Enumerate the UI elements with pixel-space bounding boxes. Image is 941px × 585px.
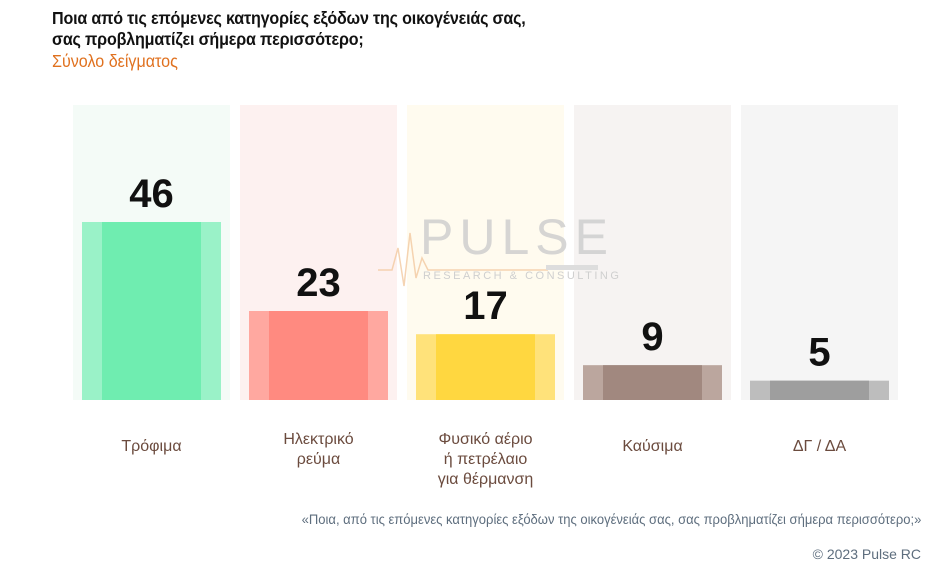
category-label-line: ρεύμα [296,451,341,468]
category-label-line: ή πετρέλαιο [443,451,528,468]
bar-core [436,334,535,400]
bar-core [269,311,368,400]
bar-core [603,365,702,400]
chart-subtitle: Σύνολο δείγματος [52,51,178,71]
data-label: 5 [808,331,830,375]
category-label-line: Ηλεκτρικό [283,431,354,448]
category-label-line: Φυσικό αέριο [438,431,533,448]
category-label: Καύσιμα [574,437,731,457]
bar-core [102,222,201,400]
data-label: 17 [463,284,508,328]
chart-title: Ποια από τις επόμενες κατηγορίες εξόδων … [52,8,526,50]
copyright: © 2023 Pulse RC [812,546,921,562]
data-label: 9 [641,315,663,359]
bar-core [770,380,869,400]
category-label: Τρόφιμα [73,437,230,457]
column-background [574,105,731,400]
category-label: Φυσικό αέριο ή πετρέλαιο για θέρμανση [407,430,564,490]
data-label: 46 [129,172,174,216]
title-line-2: σας προβληματίζει σήμερα περισσότερο; [52,29,364,49]
data-label: 23 [296,261,341,305]
category-label-line: Καύσιμα [622,438,683,455]
title-line-1: Ποια από τις επόμενες κατηγορίες εξόδων … [52,8,526,28]
category-label: Ηλεκτρικό ρεύμα [240,430,397,470]
column-background [741,105,898,400]
category-label-line: για θέρμανση [437,471,534,488]
category-label-line: Τρόφιμα [121,438,182,455]
category-label: ΔΓ / ΔΑ [741,437,898,457]
category-label-line: ΔΓ / ΔΑ [792,438,847,455]
footer-question: «Ποια, από τις επόμενες κατηγορίες εξόδω… [301,511,921,527]
